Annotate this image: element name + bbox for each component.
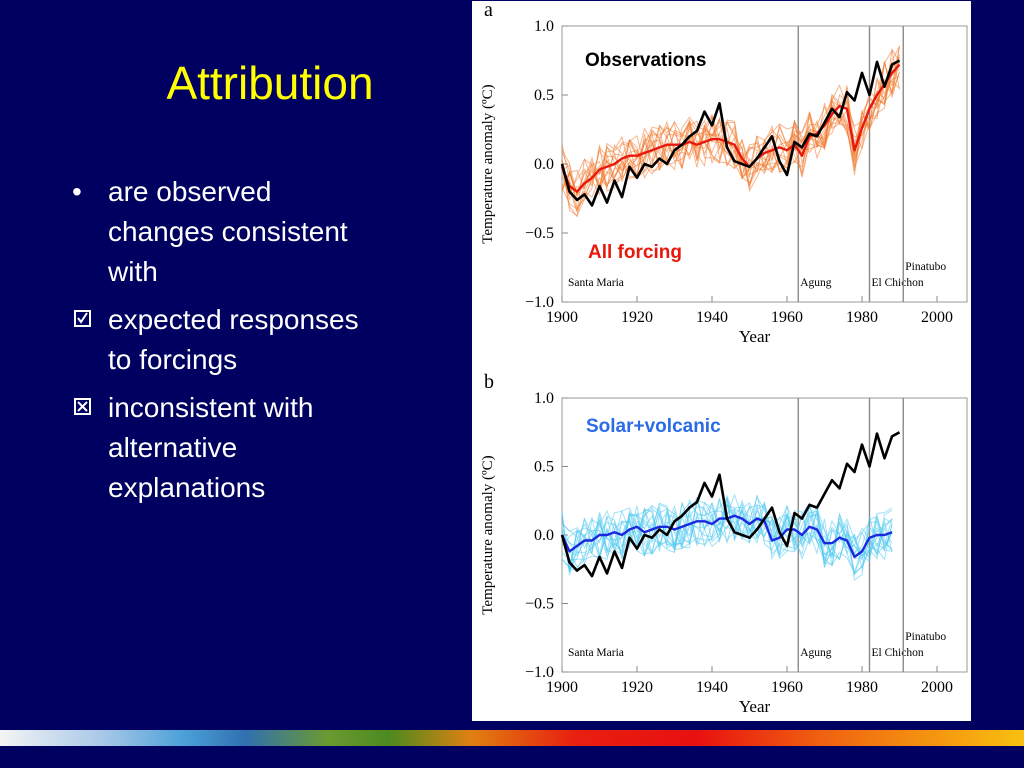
bullet-expected-responses: expected responses to forcings (70, 300, 430, 380)
x-tick-label: 1900 (546, 309, 578, 326)
volcano-label: El Chichon (872, 277, 924, 289)
crossed-box-icon (74, 398, 91, 415)
attribution-figure: a 1.0 0.5 0.0 −0.5 −1.0 1900 1920 1940 1960 1980 20… (472, 1, 971, 721)
y-tick-label: 0.0 (534, 527, 554, 544)
volcano-label: Pinatubo (905, 631, 946, 643)
x-tick-label: 2000 (921, 679, 953, 696)
bullet-line: inconsistent with (108, 392, 314, 423)
bullet-list: • are observed changes consistent with e… (70, 172, 430, 516)
bullet-line: alternative (108, 432, 238, 463)
ensemble-member-line (561, 494, 893, 561)
panel-label: a (484, 1, 493, 21)
chart-annotation: Solar+volcanic (586, 416, 721, 437)
x-tick-label: 1960 (771, 679, 803, 696)
series-line (560, 431, 901, 578)
y-tick-label: −0.5 (525, 596, 554, 613)
y-tick-label: 1.0 (534, 390, 554, 407)
volcano-label: Agung (800, 647, 832, 659)
volcano-label: Santa Maria (568, 647, 624, 659)
volcano-label: Pinatubo (905, 261, 946, 273)
bullet-dot-icon: • (72, 176, 82, 207)
x-axis-label: Year (739, 697, 771, 716)
bullet-line: changes consistent (108, 216, 348, 247)
chart-annotation: All forcing (588, 242, 682, 263)
bullet-line: with (108, 256, 158, 287)
volcano-label: Agung (800, 277, 832, 289)
ensemble-member-line (561, 45, 900, 213)
footer-color-bar (0, 730, 1024, 746)
x-tick-label: 1940 (696, 309, 728, 326)
volcano-label: El Chichon (872, 647, 924, 659)
bullet-line: explanations (108, 472, 266, 503)
y-tick-label: 0.0 (534, 156, 554, 173)
bullet-line: expected responses (108, 304, 359, 335)
y-tick-label: 0.5 (534, 459, 554, 476)
y-tick-label: −1.0 (525, 294, 554, 311)
ensemble-member-line (561, 498, 893, 566)
bullet-line: to forcings (108, 344, 238, 375)
series-line (560, 59, 901, 207)
x-tick-label: 1980 (846, 679, 878, 696)
x-tick-label: 1940 (696, 679, 728, 696)
x-tick-label: 2000 (921, 309, 953, 326)
volcano-label: Santa Maria (568, 277, 624, 289)
ensemble-member-line (561, 76, 900, 190)
y-tick-label: −1.0 (525, 664, 554, 681)
x-tick-label: 1920 (621, 679, 653, 696)
x-tick-label: 1980 (846, 309, 878, 326)
y-axis-label: Temperature anomaly (ºC) (480, 84, 496, 243)
slide-title: Attribution (166, 57, 374, 109)
y-axis-label: Temperature anomaly (ºC) (480, 455, 496, 614)
ensemble-member-line (561, 61, 900, 218)
y-tick-label: 0.5 (534, 87, 554, 104)
x-tick-label: 1900 (546, 679, 578, 696)
ensemble-member-line (561, 504, 893, 564)
bullet-observed-changes: • are observed changes consistent with (70, 172, 430, 292)
x-tick-label: 1920 (621, 309, 653, 326)
y-tick-label: 1.0 (534, 18, 554, 35)
panel-label: b (484, 371, 494, 393)
bullet-line: are observed (108, 176, 272, 207)
x-tick-label: 1960 (771, 309, 803, 326)
x-axis-label: Year (739, 327, 771, 346)
checked-box-icon (74, 310, 91, 327)
bullet-inconsistent-alternatives: inconsistent with alternative explanatio… (70, 388, 430, 508)
chart-annotation: Observations (585, 50, 706, 71)
y-tick-label: −0.5 (525, 225, 554, 242)
